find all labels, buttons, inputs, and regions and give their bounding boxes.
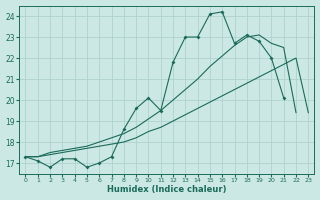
X-axis label: Humidex (Indice chaleur): Humidex (Indice chaleur) bbox=[107, 185, 227, 194]
